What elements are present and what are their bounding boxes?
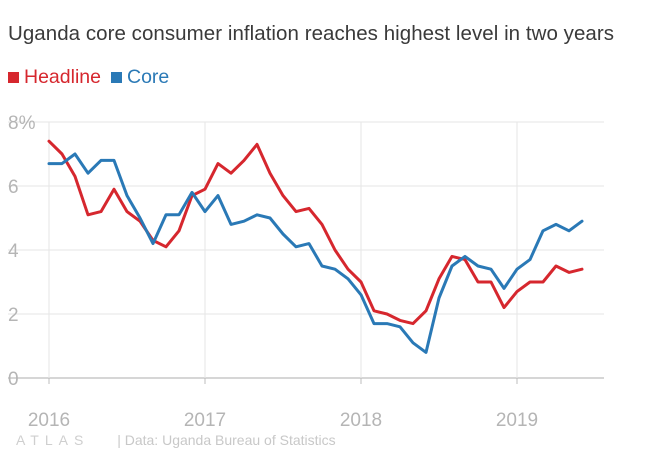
y-tick-label: 2 — [8, 305, 19, 326]
legend-item-core: Core — [110, 66, 170, 89]
source-note: | Data: Uganda Bureau of Statistics — [117, 432, 336, 448]
series-line-core — [47, 152, 584, 354]
y-tick-label: 0 — [8, 369, 19, 390]
chart-title: Uganda core consumer inflation reaches h… — [8, 22, 615, 45]
series-line-headline — [47, 139, 584, 326]
atlas-logo: ATLAS — [16, 432, 90, 448]
legend: Headline Core — [8, 66, 179, 89]
y-tick-label: 4 — [8, 241, 19, 262]
x-tick-label: 2017 — [184, 410, 226, 431]
legend-swatch-headline — [8, 72, 19, 83]
x-tick-label: 2016 — [28, 410, 70, 431]
legend-label-core: Core — [126, 66, 170, 88]
legend-swatch-core — [110, 72, 122, 83]
footer: ATLAS | Data: Uganda Bureau of Statistic… — [16, 432, 336, 448]
legend-item-headline: Headline — [8, 66, 101, 89]
y-tick-label: 8% — [8, 113, 36, 134]
y-tick-label: 6 — [8, 177, 19, 198]
x-tick-label: 2019 — [496, 410, 538, 431]
legend-label-headline: Headline — [24, 66, 101, 88]
x-tick-label: 2018 — [340, 410, 382, 431]
